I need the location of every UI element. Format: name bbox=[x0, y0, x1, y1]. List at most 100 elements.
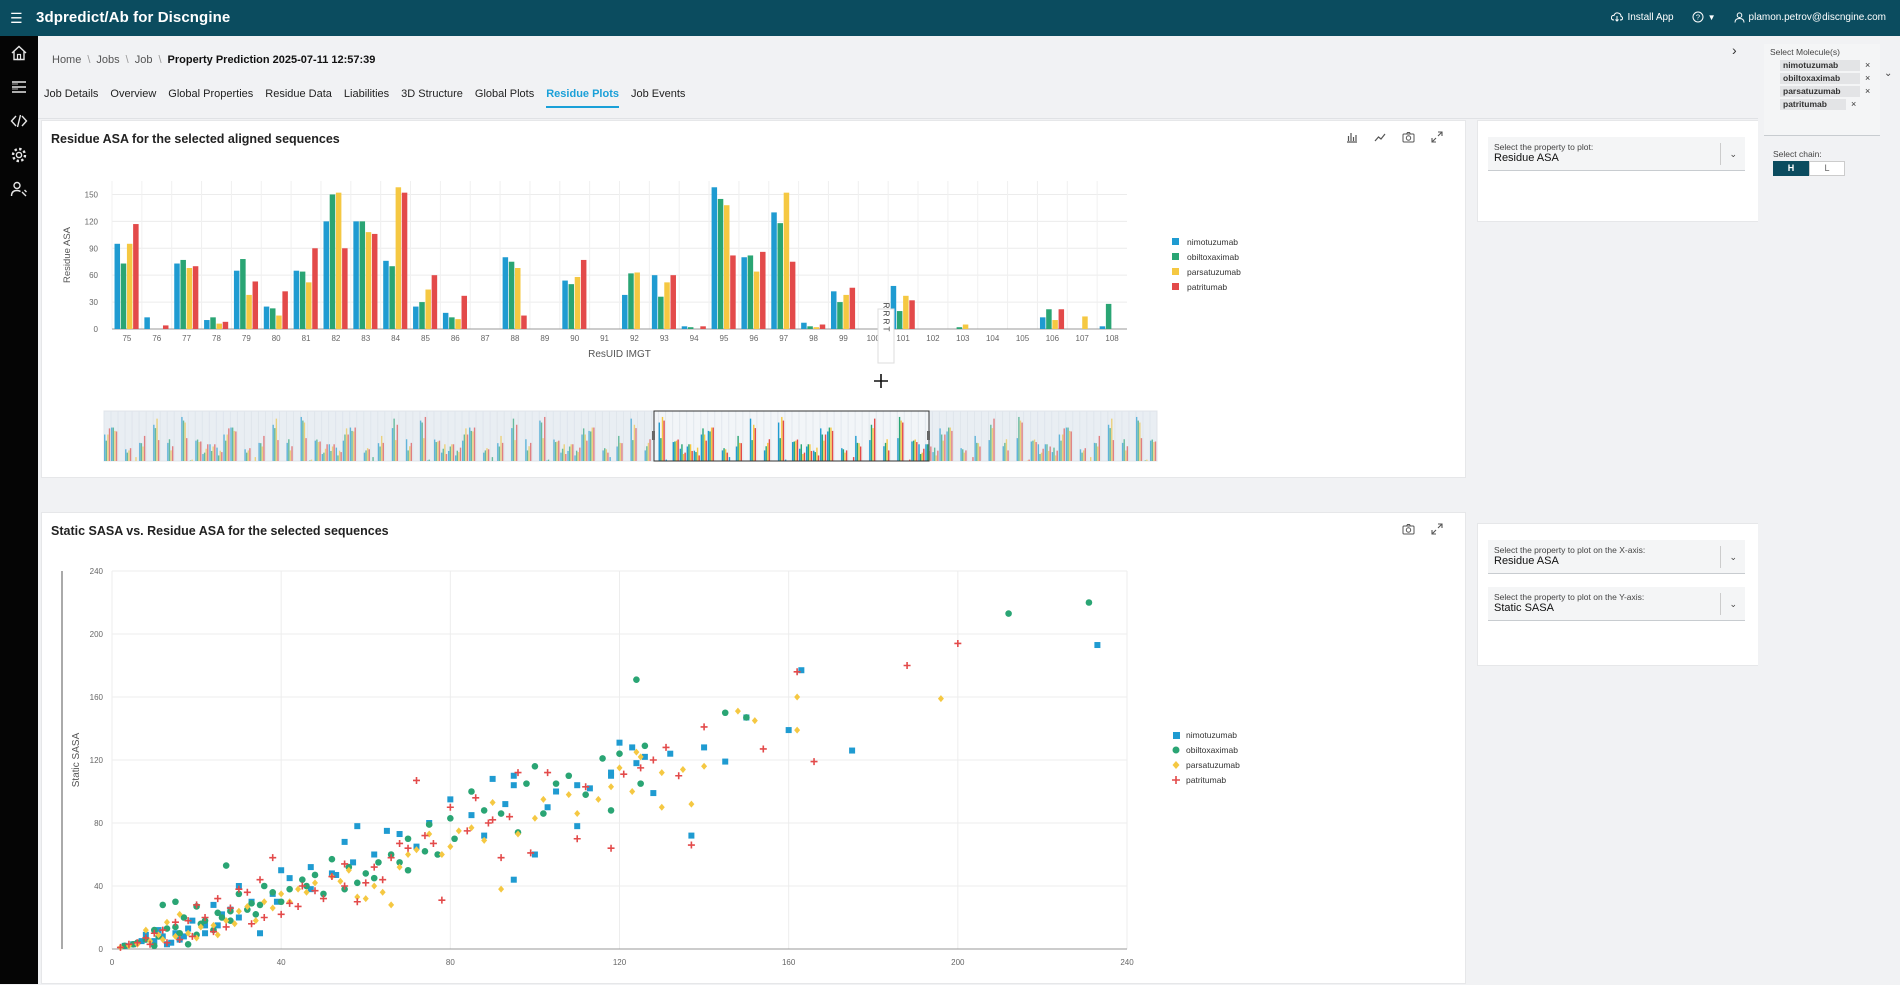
remove-chip-icon[interactable]: × bbox=[1865, 86, 1871, 96]
remove-chip-icon[interactable]: × bbox=[1851, 99, 1857, 109]
camera-icon[interactable] bbox=[1402, 131, 1415, 143]
chain-toggle-h[interactable]: H bbox=[1773, 161, 1809, 176]
camera-icon[interactable] bbox=[1402, 523, 1415, 535]
remove-chip-icon[interactable]: × bbox=[1865, 73, 1871, 83]
brush-bar bbox=[702, 428, 704, 461]
scatter-point bbox=[138, 938, 145, 945]
tab-liabilities[interactable]: Liabilities bbox=[343, 88, 390, 100]
scatter-chart[interactable]: 0 40 80 120 160 200 240 0 40 80 120 160 200 240 Stati… bbox=[42, 513, 1467, 985]
scatter-point bbox=[311, 871, 319, 879]
tab-global-plots[interactable]: Global Plots bbox=[474, 88, 535, 100]
collapse-panel-icon[interactable]: › bbox=[1732, 42, 1737, 58]
scatter-point bbox=[176, 910, 183, 918]
bar-chart-legend[interactable]: nimotuzumab obiltoxaximab parsatuzumab patr… bbox=[1172, 237, 1241, 292]
chain-toggle-l[interactable]: L bbox=[1809, 161, 1845, 176]
tab-overview[interactable]: Overview bbox=[110, 88, 157, 100]
scatter-chart-legend[interactable]: nimotuzumab obiltoxaximab parsatuzumab patr… bbox=[1172, 730, 1240, 785]
scatter-point bbox=[353, 879, 361, 887]
brush-bar bbox=[491, 457, 494, 461]
side-nav bbox=[0, 36, 38, 984]
x-tick-label: 83 bbox=[361, 334, 370, 343]
chevron-down-icon[interactable]: ⌄ bbox=[1884, 68, 1893, 79]
expand-icon[interactable] bbox=[1431, 131, 1443, 143]
molecule-select[interactable]: Select Molecule(s) nimotuzumab × obiltox… bbox=[1764, 44, 1880, 136]
bar bbox=[651, 275, 658, 329]
expand-icon[interactable] bbox=[1431, 523, 1443, 535]
y-axis-property-select[interactable]: Select the property to plot on the Y-axi… bbox=[1488, 587, 1745, 621]
property-select[interactable]: Select the property to plot: Residue ASA… bbox=[1488, 137, 1745, 171]
scatter-chart-grid bbox=[61, 570, 1128, 950]
scatter-point bbox=[489, 799, 496, 807]
brush-bar bbox=[525, 439, 527, 461]
tab-global-properties[interactable]: Global Properties bbox=[168, 88, 254, 100]
scatter-point bbox=[350, 859, 357, 866]
bar-chart-grid bbox=[111, 181, 1127, 330]
list-icon[interactable] bbox=[10, 78, 28, 96]
scatter-point bbox=[244, 902, 251, 910]
brush-bar bbox=[143, 435, 146, 461]
install-app-button[interactable]: Install App bbox=[1611, 12, 1674, 23]
tab-job-details[interactable]: Job Details bbox=[44, 88, 99, 100]
scatter-chart-panel: Static SASA vs. Residue ASA for the sele… bbox=[41, 512, 1466, 984]
bar-chart[interactable]: 0 30 60 90 120 150 75 76 77 78 79 80 81 82 83 84 85 86 87… bbox=[42, 121, 1467, 479]
brush-bar bbox=[466, 434, 469, 461]
tab-3d-structure[interactable]: 3D Structure bbox=[401, 88, 463, 100]
scatter-point bbox=[388, 901, 395, 909]
brush-bar bbox=[919, 454, 922, 461]
remove-chip-icon[interactable]: × bbox=[1865, 60, 1871, 70]
scatter-point bbox=[159, 901, 167, 909]
user-settings-icon[interactable] bbox=[10, 180, 28, 198]
bar-chart-zoom-brush[interactable] bbox=[103, 410, 1158, 462]
bar bbox=[741, 257, 747, 329]
bar-chart-icon[interactable] bbox=[1346, 131, 1358, 143]
tab-residue-data[interactable]: Residue Data bbox=[265, 88, 332, 100]
bar bbox=[192, 266, 199, 329]
brush-bar bbox=[111, 427, 113, 461]
breadcrumb-home[interactable]: Home bbox=[52, 54, 82, 66]
bar bbox=[521, 315, 527, 329]
code-icon[interactable] bbox=[10, 112, 28, 130]
brush-bar bbox=[546, 460, 548, 461]
scatter-point bbox=[146, 940, 154, 948]
home-icon[interactable] bbox=[10, 44, 28, 62]
brush-bar bbox=[289, 450, 292, 461]
tab-residue-plots[interactable]: Residue Plots bbox=[546, 80, 619, 108]
brush-bar bbox=[1054, 455, 1057, 461]
scatter-point bbox=[468, 788, 475, 795]
y-tick-label: 90 bbox=[89, 244, 98, 253]
bar bbox=[771, 212, 777, 329]
brush-bar bbox=[582, 428, 585, 461]
legend-marker bbox=[1173, 732, 1180, 739]
brush-bar bbox=[365, 450, 367, 461]
breadcrumb-jobs[interactable]: Jobs bbox=[96, 54, 120, 66]
brush-bar bbox=[1026, 460, 1029, 461]
bar-chart-y-label: Residue ASA bbox=[62, 226, 73, 283]
user-menu[interactable]: plamon.petrov@discngine.com bbox=[1734, 12, 1886, 23]
brush-bar bbox=[184, 422, 186, 461]
brush-bar bbox=[972, 457, 974, 461]
bar-chart-y-ticks: 0 30 60 90 120 150 bbox=[85, 190, 99, 334]
x-axis-property-select[interactable]: Select the property to plot on the X-axi… bbox=[1488, 540, 1745, 574]
brush-bar bbox=[330, 450, 332, 461]
menu-icon[interactable]: ☰ bbox=[10, 10, 23, 26]
brush-bar bbox=[852, 457, 855, 461]
brush-bar bbox=[433, 439, 436, 461]
brush-bar bbox=[1135, 416, 1138, 461]
brush-bar bbox=[831, 430, 834, 461]
brush-bar bbox=[1002, 446, 1004, 461]
line-chart-icon[interactable] bbox=[1374, 131, 1386, 143]
help-button[interactable]: ? ▼ bbox=[1692, 11, 1716, 23]
scatter-point bbox=[637, 764, 645, 772]
scatter-point bbox=[468, 812, 475, 819]
scatter-point bbox=[751, 717, 758, 725]
breadcrumb-job[interactable]: Job bbox=[134, 54, 153, 66]
brush-bar bbox=[1061, 434, 1064, 461]
scatter-point bbox=[701, 762, 708, 770]
x-tick-label: 94 bbox=[690, 334, 699, 343]
x-tick-label: 120 bbox=[613, 958, 627, 967]
molecule-chip-nimotuzumab: nimotuzumab bbox=[1780, 60, 1860, 71]
scatter-property-panel: Select the property to plot on the X-axi… bbox=[1477, 523, 1759, 666]
brush-bar bbox=[1090, 457, 1092, 461]
tab-job-events[interactable]: Job Events bbox=[630, 88, 686, 100]
gear-icon[interactable] bbox=[10, 146, 28, 164]
